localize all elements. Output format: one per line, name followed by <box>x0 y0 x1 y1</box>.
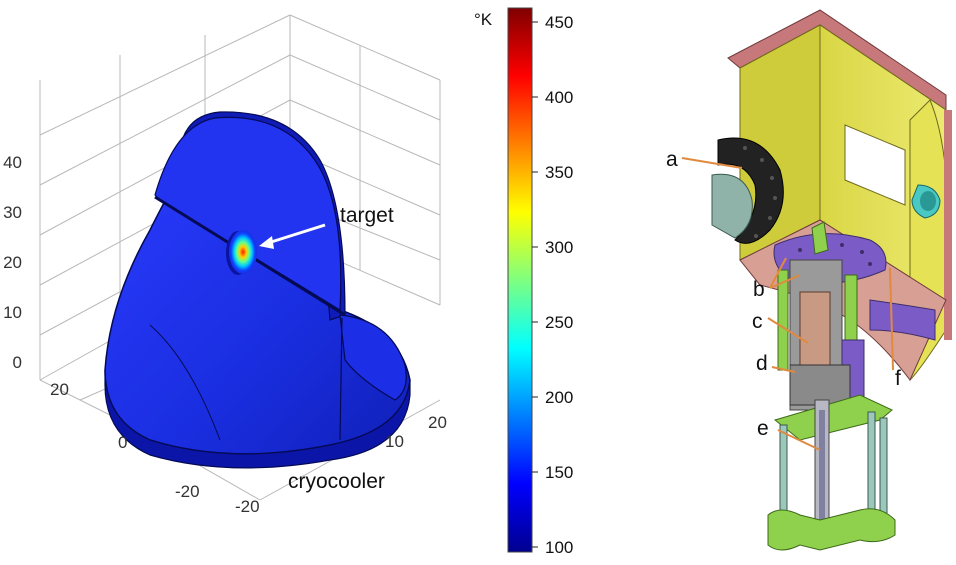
z-tick: 10 <box>3 303 22 322</box>
target-arrow <box>259 223 326 249</box>
x-tick: 20 <box>50 380 69 399</box>
colorbar-tick: 100 <box>545 538 573 557</box>
colorbar-tick: 200 <box>545 388 573 407</box>
label-e: e <box>757 417 769 440</box>
label-d: d <box>756 352 768 375</box>
leader-lines <box>681 157 894 451</box>
colorbar-tick: 300 <box>545 238 573 257</box>
x-tick: -20 <box>175 482 200 501</box>
target-label: target <box>340 204 394 227</box>
label-f: f <box>895 367 901 390</box>
z-tick: 40 <box>3 153 22 172</box>
colorbar: °K 450 400 350 300 250 200 150 100 <box>474 7 573 557</box>
colorbar-tick: 400 <box>545 88 573 107</box>
x-tick: 0 <box>118 433 127 452</box>
z-tick: 30 <box>3 203 22 222</box>
colorbar-tick: 350 <box>545 163 573 182</box>
y-tick: -20 <box>235 497 260 516</box>
z-tick: 20 <box>3 253 22 272</box>
target-hotspot <box>226 230 257 275</box>
colorbar-tick: 150 <box>545 463 573 482</box>
x-axis-ticks: 20 0 -20 <box>50 380 200 501</box>
sample-holder-body <box>104 111 411 469</box>
colorbar-tick: 450 <box>545 13 573 32</box>
thermal-plot-3d: 0 10 20 30 40 20 0 -20 -20 10 20 target … <box>3 14 447 516</box>
colorbar-gradient <box>507 7 533 553</box>
label-c: c <box>752 310 763 333</box>
y-tick: 10 <box>385 432 404 451</box>
label-a: a <box>666 148 678 171</box>
colorbar-unit: °K <box>474 10 493 29</box>
label-b: b <box>753 278 765 301</box>
z-axis-ticks: 0 10 20 30 40 <box>3 153 22 372</box>
chamber-cad-cutaway: a b c d e f <box>666 9 952 551</box>
z-tick: 0 <box>13 353 22 372</box>
cryocooler-label: cryocooler <box>288 470 385 493</box>
y-axis-ticks: -20 10 20 <box>235 413 447 516</box>
y-tick: 20 <box>428 413 447 432</box>
colorbar-tick: 250 <box>545 313 573 332</box>
